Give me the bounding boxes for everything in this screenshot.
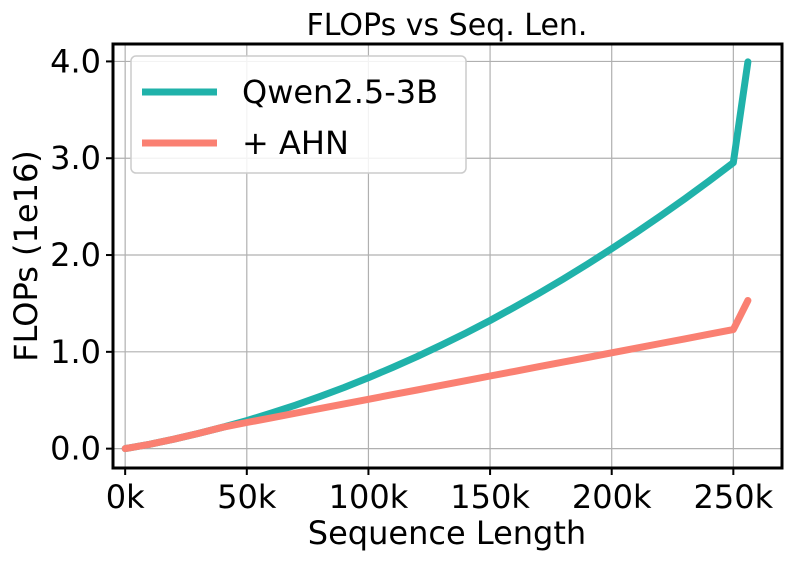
y-tick-label: 3.0	[50, 139, 101, 177]
legend-label-ahn: + AHN	[242, 124, 349, 162]
x-tick-label: 100k	[329, 478, 409, 516]
chart-title: FLOPs vs Seq. Len.	[307, 8, 588, 43]
x-tick-label: 150k	[450, 478, 530, 516]
y-tick-label: 1.0	[50, 333, 101, 371]
x-axis: 0k 50k 100k 150k 200k 250k	[106, 468, 774, 516]
y-tick-label: 4.0	[50, 42, 101, 80]
x-axis-label: Sequence Length	[308, 514, 586, 552]
y-axis-label: FLOPs (1e16)	[7, 150, 45, 362]
y-axis: 0.0 1.0 2.0 3.0 4.0	[50, 42, 113, 468]
x-tick-label: 50k	[217, 478, 277, 516]
series-ahn	[121, 297, 752, 453]
legend: Qwen2.5-3B + AHN	[130, 55, 467, 174]
y-tick-label: 2.0	[50, 236, 101, 274]
y-tick-label: 0.0	[50, 430, 101, 468]
x-tick-label: 0k	[106, 478, 145, 516]
series-layer	[121, 58, 752, 453]
x-tick-label: 250k	[694, 478, 774, 516]
x-tick-label: 200k	[572, 478, 652, 516]
legend-label-qwen: Qwen2.5-3B	[242, 73, 438, 111]
